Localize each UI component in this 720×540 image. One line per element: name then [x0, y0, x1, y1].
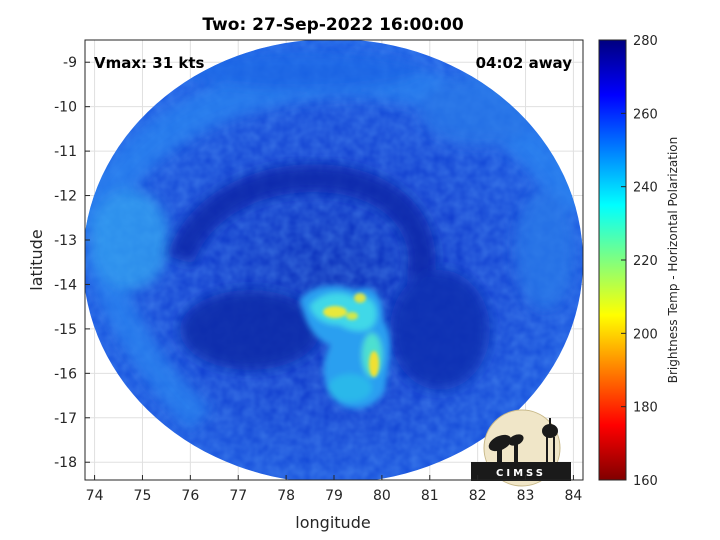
y-tick-label: -11 [54, 144, 77, 160]
colorbar-tick-label: 160 [633, 474, 658, 489]
y-tick-label: -9 [63, 55, 77, 71]
y-axis-label: latitude [27, 229, 46, 290]
x-tick-label: 76 [181, 488, 199, 504]
x-tick-label: 81 [421, 488, 439, 504]
colorbar-tick-label: 180 [633, 401, 658, 416]
x-tick-label: 84 [565, 488, 583, 504]
y-axis: -9 -10 -11 -12 -13 -14 -15 -16 -17 -18 [54, 55, 90, 471]
y-tick-label: -16 [54, 366, 77, 382]
colorbar-tick-label: 280 [633, 34, 658, 49]
time-away-label: 04:02 away [476, 54, 573, 72]
microwave-swath [85, 40, 583, 480]
colorbar-tick-label: 240 [633, 181, 658, 196]
x-tick-label: 82 [469, 488, 487, 504]
y-tick-label: -13 [54, 233, 77, 249]
x-tick-label: 79 [325, 488, 343, 504]
vmax-label: Vmax: 31 kts [94, 54, 204, 72]
colorbar-ticks: 280 260 240 220 200 180 160 [621, 34, 658, 489]
x-axis-label: longitude [295, 513, 370, 532]
colorbar-tick-label: 220 [633, 254, 658, 269]
y-tick-label: -18 [54, 455, 77, 471]
y-tick-label: -10 [54, 100, 77, 116]
y-tick-label: -15 [54, 322, 77, 338]
x-tick-label: 74 [86, 488, 104, 504]
y-tick-label: -12 [54, 189, 77, 205]
colorbar-label: Brightness Temp - Horizontal Polarizatio… [666, 137, 680, 384]
colorbar-tick-label: 260 [633, 107, 658, 122]
x-tick-label: 77 [229, 488, 247, 504]
y-tick-label: -14 [54, 277, 77, 293]
x-tick-label: 78 [277, 488, 295, 504]
x-tick-label: 80 [373, 488, 391, 504]
y-tick-label: -17 [54, 411, 77, 427]
colorbar-tick-label: 200 [633, 327, 658, 342]
x-tick-label: 75 [134, 488, 152, 504]
cimss-logo: CIMSS [471, 409, 571, 487]
x-axis: 74 75 76 77 78 79 80 81 82 83 84 [86, 475, 583, 504]
x-tick-label: 83 [517, 488, 535, 504]
logo-text: CIMSS [496, 468, 546, 479]
plot-title: Two: 27-Sep-2022 16:00:00 [202, 15, 464, 35]
